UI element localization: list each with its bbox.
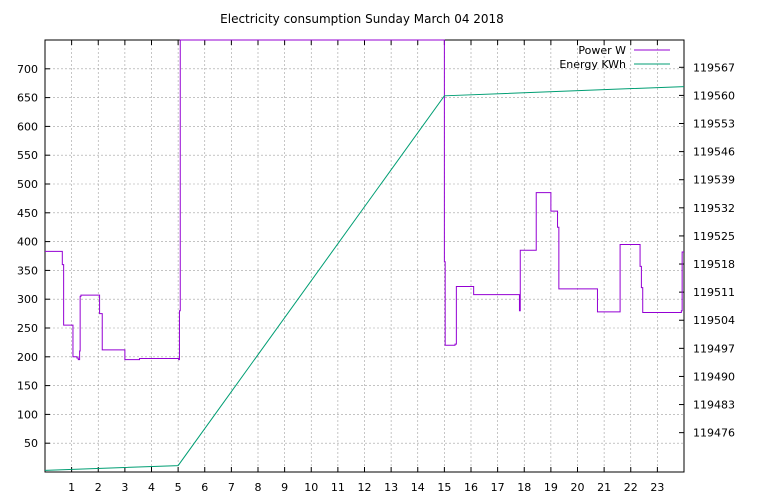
x-tick-label: 20 <box>571 481 585 494</box>
y2-tick-label: 119546 <box>693 146 735 159</box>
y-tick-label: 250 <box>17 322 38 335</box>
y2-tick-label: 119490 <box>693 370 735 383</box>
x-tick-label: 10 <box>304 481 318 494</box>
x-tick-label: 23 <box>650 481 664 494</box>
x-tick-label: 8 <box>255 481 262 494</box>
y-tick-label: 650 <box>17 92 38 105</box>
x-tick-label: 21 <box>597 481 611 494</box>
series-line-energy <box>44 86 685 471</box>
y-tick-label: 50 <box>24 437 38 450</box>
y2-tick-label: 119518 <box>693 258 735 271</box>
y-tick-label: 150 <box>17 380 38 393</box>
y-tick-label: 200 <box>17 351 38 364</box>
y2-tick-label: 119497 <box>693 342 735 355</box>
x-tick-label: 13 <box>384 481 398 494</box>
x-tick-label: 14 <box>411 481 425 494</box>
chart-title: Electricity consumption Sunday March 04 … <box>220 12 504 26</box>
y-tick-label: 100 <box>17 408 38 421</box>
axis-ticks: 1 2 3 4 5 6 7 8 9 10 11 12 13 14 15 16 17 18 19 20 21 22 23501… <box>17 40 735 494</box>
x-tick-label: 3 <box>121 481 128 494</box>
y2-tick-label: 119511 <box>693 286 735 299</box>
y2-tick-label: 119539 <box>693 174 735 187</box>
x-tick-label: 9 <box>281 481 288 494</box>
x-tick-label: 1 <box>68 481 75 494</box>
legend: Power W Energy KWh <box>559 44 670 71</box>
y2-tick-label: 119553 <box>693 118 735 131</box>
x-tick-label: 11 <box>331 481 345 494</box>
x-tick-label: 7 <box>228 481 235 494</box>
y-tick-label: 550 <box>17 149 38 162</box>
y2-tick-label: 119532 <box>693 202 735 215</box>
y-tick-label: 400 <box>17 236 38 249</box>
x-tick-label: 16 <box>464 481 478 494</box>
legend-label-energy: Energy KWh <box>559 58 626 71</box>
y2-tick-label: 119476 <box>693 427 735 440</box>
y-tick-label: 700 <box>17 63 38 76</box>
x-tick-label: 15 <box>437 481 451 494</box>
y2-tick-label: 119525 <box>693 230 735 243</box>
y-tick-label: 600 <box>17 120 38 133</box>
y2-tick-label: 119504 <box>693 314 735 327</box>
legend-label-power: Power W <box>578 44 626 57</box>
x-tick-label: 6 <box>201 481 208 494</box>
y-tick-label: 500 <box>17 178 38 191</box>
y-tick-label: 300 <box>17 293 38 306</box>
x-tick-label: 2 <box>95 481 102 494</box>
y2-tick-label: 119560 <box>693 89 735 102</box>
x-tick-label: 18 <box>517 481 531 494</box>
x-tick-label: 22 <box>624 481 638 494</box>
x-tick-label: 5 <box>175 481 182 494</box>
series-line-power <box>45 39 684 361</box>
grid <box>45 40 684 472</box>
y-tick-label: 350 <box>17 264 38 277</box>
x-tick-label: 19 <box>544 481 558 494</box>
y2-tick-label: 119567 <box>693 61 735 74</box>
series-group <box>44 39 685 471</box>
x-tick-label: 4 <box>148 481 155 494</box>
x-tick-label: 12 <box>358 481 372 494</box>
y-tick-label: 450 <box>17 207 38 220</box>
x-tick-label: 17 <box>491 481 505 494</box>
y2-tick-label: 119483 <box>693 399 735 412</box>
